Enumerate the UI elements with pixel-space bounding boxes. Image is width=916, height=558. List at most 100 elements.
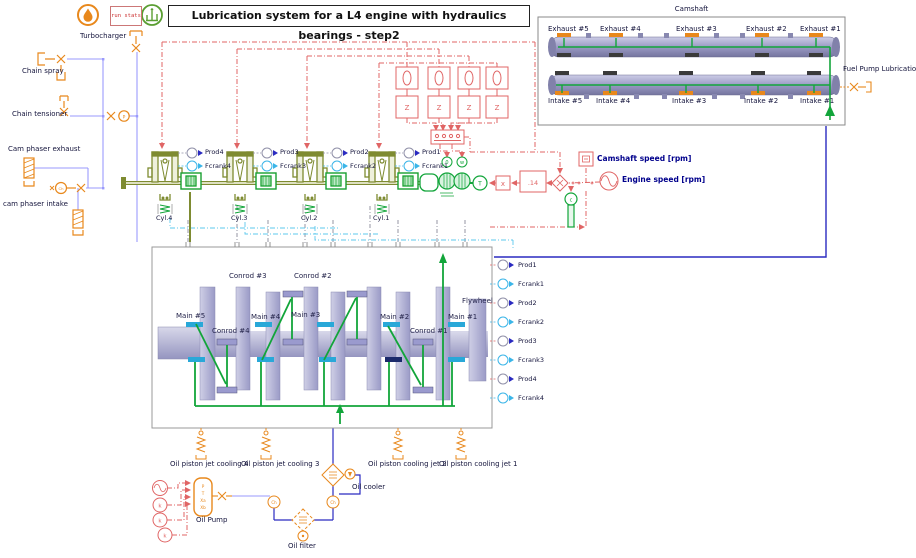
jet1-label: Oil piston cooling jet 1 <box>439 460 518 468</box>
chain-spray-label: Chain spray <box>22 67 64 75</box>
oil-cooler-label: Oil cooler <box>352 483 386 491</box>
piston-cooling-jets[interactable] <box>195 428 467 460</box>
oil-drop-icon[interactable] <box>77 4 99 26</box>
cyl3-label: Cyl.3 <box>231 214 248 222</box>
camshaft-speed-display[interactable] <box>578 151 594 167</box>
cylinder-2[interactable] <box>292 151 347 214</box>
engine-block-panel <box>151 242 493 429</box>
check-valve-glyph: Ch <box>330 500 336 505</box>
k-source-glyph: k <box>163 534 167 540</box>
plant-icon[interactable] <box>141 4 163 26</box>
fuel-pump-lubrication-valve[interactable] <box>840 81 872 93</box>
conrod4-label: Conrod #4 <box>212 327 250 335</box>
torque-glyph: T <box>477 181 482 188</box>
conrod2-label: Conrod #2 <box>294 272 332 280</box>
check-valves[interactable]: Ch Ch <box>267 495 340 509</box>
camshaft-panel <box>537 16 846 126</box>
sub-piping <box>169 192 514 250</box>
turbocharger-valve[interactable] <box>129 30 143 53</box>
intake2-label: Intake #2 <box>744 97 779 105</box>
prod4-label: Prod4 <box>205 148 224 156</box>
exhaust3-label: Exhaust #3 <box>676 25 717 33</box>
pressure-relief-valve[interactable]: P <box>106 110 130 122</box>
cam-converter-block[interactable] <box>430 129 465 145</box>
oil-pump-sources[interactable]: k k k <box>152 480 173 543</box>
cam-phaser-exhaust-actuator[interactable] <box>23 157 35 187</box>
shaft-end-cap <box>121 177 126 189</box>
jet4-label: Oil piston jet cooling 4 <box>170 460 249 468</box>
block-sensor-column[interactable] <box>490 259 514 404</box>
exhaust1-label: Exhaust #1 <box>800 25 841 33</box>
chain-spray-valve[interactable] <box>37 52 66 81</box>
camshaft-speed-label: Camshaft speed [rpm] <box>597 154 692 163</box>
cam-z-glyph: Z <box>495 104 500 112</box>
cam-z-glyph: Z <box>467 104 472 112</box>
signal-junction-dots <box>571 181 594 185</box>
conrod1-label: Conrod #1 <box>410 327 448 335</box>
chain-tensioner-valve[interactable] <box>59 95 69 117</box>
sensor-prod3-label: Prod3 <box>518 337 537 345</box>
intake-camshaft[interactable] <box>548 71 840 99</box>
cylinder-4-sensors[interactable] <box>178 147 203 172</box>
fcrank1-label: Fcrank1 <box>422 162 448 170</box>
cylinder-2-sensors[interactable] <box>323 147 348 172</box>
fcrank2-label: Fcrank2 <box>350 162 376 170</box>
mult-glyph: x <box>501 180 505 188</box>
crank-component[interactable]: c <box>564 192 578 228</box>
cylinder-1[interactable] <box>364 151 419 214</box>
cylinder-4[interactable] <box>147 151 202 214</box>
engine-speed-source[interactable] <box>599 171 619 191</box>
gear-train[interactable]: 0 w T <box>419 156 488 197</box>
intake3-label: Intake #3 <box>672 97 707 105</box>
omega-sensor-glyph: w <box>460 160 464 166</box>
cyl2-label: Cyl.2 <box>301 214 318 222</box>
pump-port-xb: Xb <box>200 505 206 510</box>
block-lube-lines <box>194 253 455 424</box>
cylinder-3-sensors[interactable] <box>253 147 278 172</box>
run-stats-button[interactable]: run stats <box>110 6 142 26</box>
cylinder-3[interactable] <box>222 151 277 214</box>
exhaust-bearings <box>557 33 823 57</box>
intake4-label: Intake #4 <box>596 97 631 105</box>
jet3-label: Oil piston jet cooling 3 <box>241 460 320 468</box>
engine-speed-label: Engine speed [rpm] <box>622 175 706 184</box>
intake1-label: Intake #1 <box>800 97 835 105</box>
phaser-check-valve[interactable]: Ch <box>49 181 86 195</box>
cam-z-glyph: Z <box>405 104 410 112</box>
intake5-label: Intake #5 <box>548 97 583 105</box>
cam-profile-blocks[interactable]: Z Z Z Z <box>395 66 509 145</box>
pump-port-xa: Xa <box>200 498 206 503</box>
sensor-fcrank3-label: Fcrank3 <box>518 356 544 364</box>
oil-cooler[interactable] <box>321 463 356 487</box>
k-source-glyph: k <box>158 504 162 510</box>
pump-outlet-valve[interactable] <box>212 491 232 501</box>
main-bearing-pads <box>186 322 465 362</box>
oil-pump-label: Oil Pump <box>196 516 228 524</box>
crankshaft[interactable] <box>157 253 488 424</box>
page-title: Lubrication system for a L4 engine with … <box>168 5 530 42</box>
crank-glyph: c <box>570 198 573 204</box>
cylinder-1-sensors[interactable] <box>395 147 420 172</box>
exhaust4-label: Exhaust #4 <box>600 25 641 33</box>
sensor-prod2-label: Prod2 <box>518 299 537 307</box>
sensor-prod1-label: Prod1 <box>518 261 537 269</box>
sensor-fcrank1-label: Fcrank1 <box>518 280 544 288</box>
flywheel-label: Flywheel <box>462 297 493 305</box>
main1-label: Main #1 <box>448 313 478 321</box>
chain-tensioner-label: Chain tensioner <box>12 110 68 118</box>
oil-filter[interactable] <box>291 508 315 542</box>
jet2-label: Oil piston cooling jet 2 <box>368 460 447 468</box>
hydraulic-piping <box>34 52 270 497</box>
exhaust-camshaft[interactable] <box>548 33 840 58</box>
p-valve-glyph: P <box>123 114 126 120</box>
cam-phaser-intake-actuator[interactable] <box>72 209 84 236</box>
speed-signal-chain[interactable]: x .14 <box>495 151 619 193</box>
sensor-fcrank4-label: Fcrank4 <box>518 394 544 402</box>
ch-valve-glyph: Ch <box>58 186 64 191</box>
pump-port-p: P <box>202 484 205 489</box>
cam-z-glyph: Z <box>437 104 442 112</box>
exhaust2-label: Exhaust #2 <box>746 25 787 33</box>
oil-pump[interactable]: P T Xa Xb <box>193 477 232 517</box>
